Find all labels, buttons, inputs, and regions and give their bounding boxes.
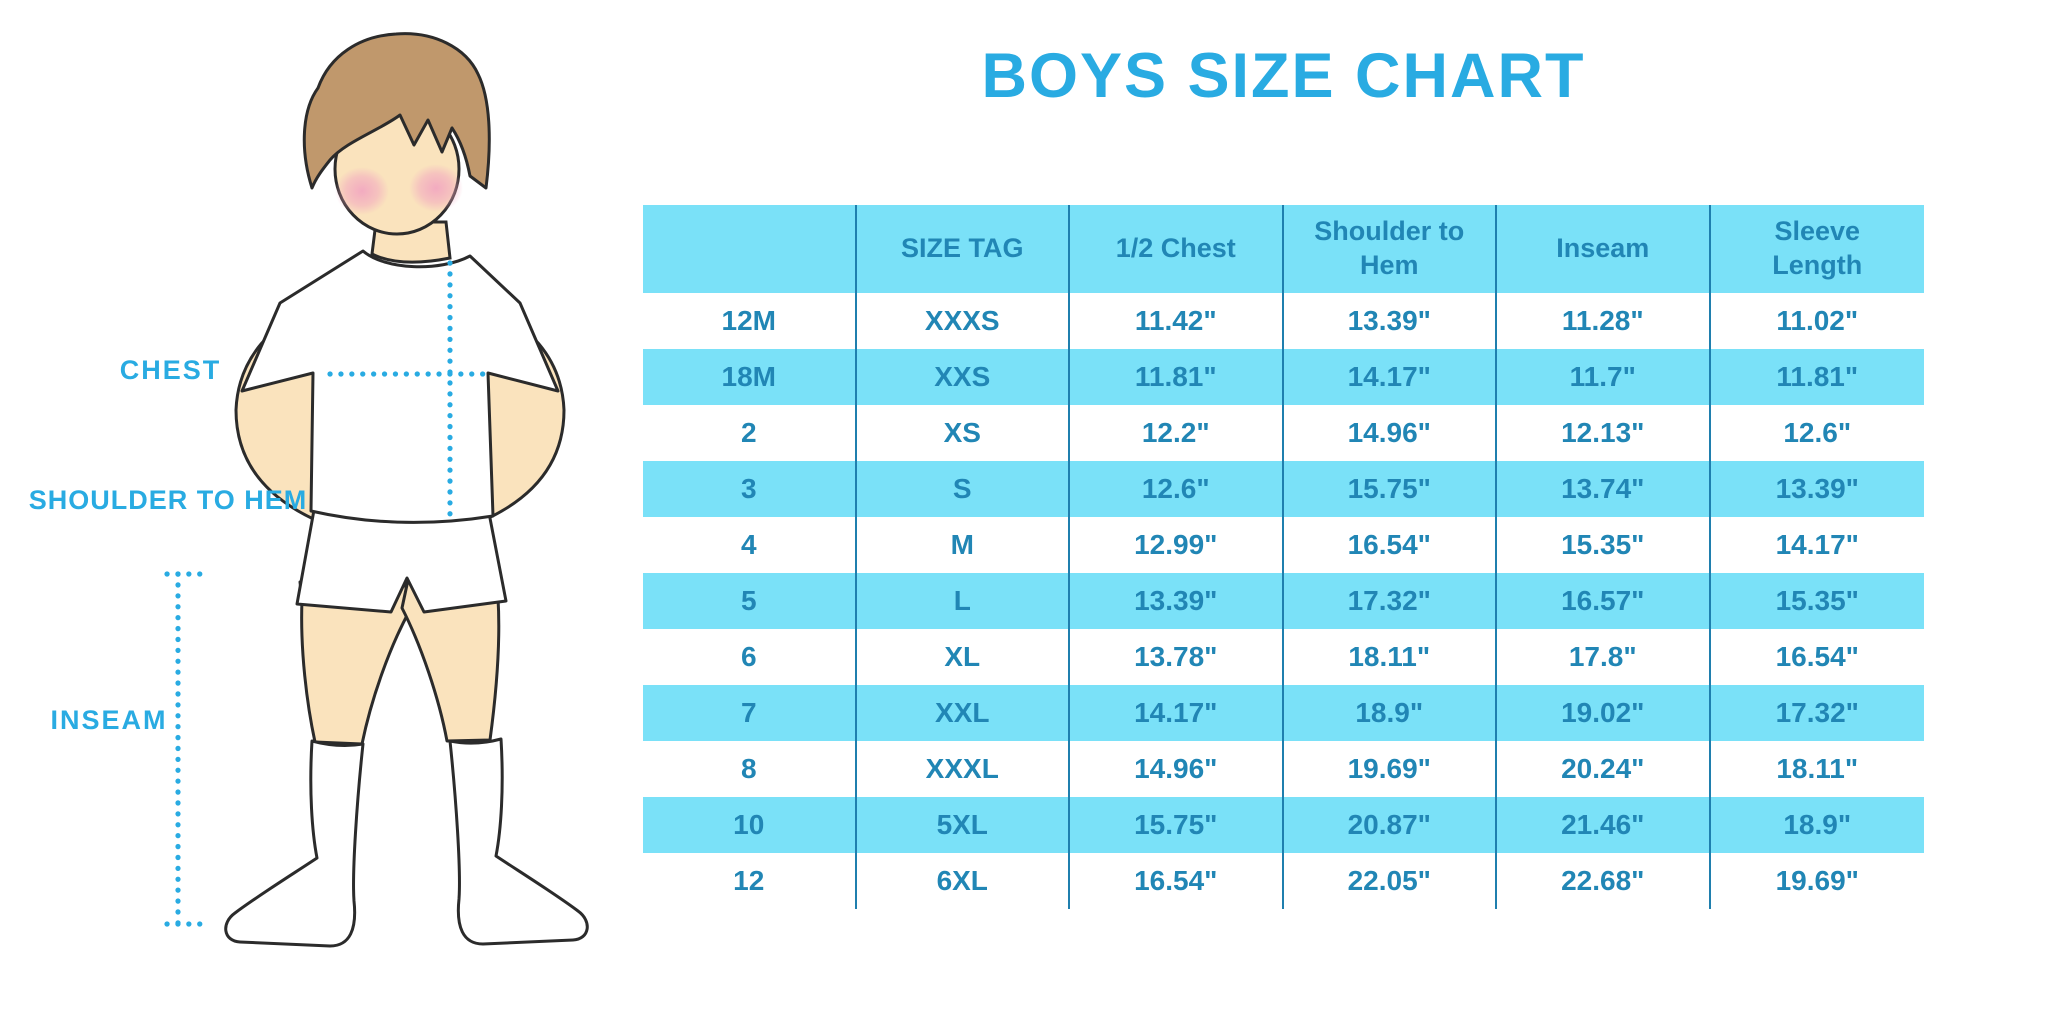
table-cell: 15.35" xyxy=(1775,585,1859,616)
shoulder-to-hem-label: SHOULDER TO HEM xyxy=(28,485,308,515)
table-cell: 22.05" xyxy=(1284,853,1497,909)
table-cell: L xyxy=(857,573,1070,629)
table-cell: 7 xyxy=(643,685,857,741)
table-cell: 6 xyxy=(643,629,857,685)
table-cell: 12 xyxy=(643,853,857,909)
boy-figure-illustration xyxy=(164,32,589,948)
table-cell: 17.32" xyxy=(1775,697,1859,728)
page-title: BOYS SIZE CHART xyxy=(981,41,1586,111)
table-row: 7 XXL 14.17" 18.9" 19.02" 17.32" xyxy=(643,685,1924,741)
table-cell: 11.42" xyxy=(1070,293,1284,349)
table-cell: 16.54" xyxy=(1775,641,1859,672)
table-cell: 11.81" xyxy=(1776,361,1859,392)
table-cell: 12.6" xyxy=(1783,417,1852,448)
table-row: 12 6XL 16.54" 22.05" 22.68" 19.69" xyxy=(643,853,1924,909)
table-cell: 20.87" xyxy=(1284,797,1497,853)
table-row: 3 S 12.6" 15.75" 13.74" 13.39" xyxy=(643,461,1924,517)
header-cell-shoulder-to-hem: Shoulder to Hem xyxy=(1284,205,1497,293)
table-cell: 13.39" xyxy=(1775,473,1859,504)
table-cell: 14.96" xyxy=(1284,405,1497,461)
blush-left-cheek xyxy=(335,167,389,215)
inseam-label: INSEAM xyxy=(50,705,168,735)
table-cell: 15.75" xyxy=(1070,797,1284,853)
table-cell: 16.54" xyxy=(1284,517,1497,573)
table-cell: 11.7" xyxy=(1497,349,1711,405)
table-cell: 14.17" xyxy=(1775,529,1859,560)
table-cell: 13.39" xyxy=(1070,573,1284,629)
table-cell: 4 xyxy=(643,517,857,573)
chest-label: CHEST xyxy=(119,355,222,385)
table-row: 4 M 12.99" 16.54" 15.35" 14.17" xyxy=(643,517,1924,573)
table-cell: 12.13" xyxy=(1497,405,1711,461)
table-cell: 19.69" xyxy=(1775,865,1859,896)
table-cell: 19.02" xyxy=(1497,685,1711,741)
table-body: 12M XXXS 11.42" 13.39" 11.28" 11.02" 18M XXS 11.… xyxy=(643,293,1924,909)
table-cell: 12M xyxy=(643,293,857,349)
table-row: 18M XXS 11.81" 14.17" 11.7" 11.81" xyxy=(643,349,1924,405)
table-cell: 15.75" xyxy=(1284,461,1497,517)
table-cell: XXXL xyxy=(857,741,1070,797)
table-cell: 14.17" xyxy=(1070,685,1284,741)
table-header-row: SIZE TAG 1/2 Chest Shoulder to Hem Insea… xyxy=(643,205,1924,293)
table-cell: XXL xyxy=(857,685,1070,741)
table-cell: 12.99" xyxy=(1070,517,1284,573)
table-row: 6 XL 13.78" 18.11" 17.8" 16.54" xyxy=(643,629,1924,685)
table-cell: 11.02" xyxy=(1776,305,1859,336)
table-row: 5 L 13.39" 17.32" 16.57" 15.35" xyxy=(643,573,1924,629)
table-cell: 18.9" xyxy=(1783,809,1852,840)
table-cell: 18.9" xyxy=(1284,685,1497,741)
header-cell-size xyxy=(643,205,857,293)
table-cell: 14.17" xyxy=(1284,349,1497,405)
table-cell: 13.78" xyxy=(1070,629,1284,685)
table-row: 10 5XL 15.75" 20.87" 21.46" 18.9" xyxy=(643,797,1924,853)
table-cell: M xyxy=(857,517,1070,573)
table-row: 12M XXXS 11.42" 13.39" 11.28" 11.02" xyxy=(643,293,1924,349)
table-cell: 3 xyxy=(643,461,857,517)
table-cell: 15.35" xyxy=(1497,517,1711,573)
table-cell: 6XL xyxy=(857,853,1070,909)
blush-right-cheek xyxy=(409,164,463,212)
table-cell: 18.11" xyxy=(1776,753,1859,784)
leg-right xyxy=(400,578,502,743)
table-cell: XL xyxy=(857,629,1070,685)
table-cell: 12.2" xyxy=(1070,405,1284,461)
table-cell: 19.69" xyxy=(1284,741,1497,797)
table-cell: 16.57" xyxy=(1497,573,1711,629)
size-table: SIZE TAG 1/2 Chest Shoulder to Hem Insea… xyxy=(643,205,1924,909)
table-cell: 22.68" xyxy=(1497,853,1711,909)
table-cell: 20.24" xyxy=(1497,741,1711,797)
header-cell-half-chest: 1/2 Chest xyxy=(1070,205,1284,293)
table-cell: 10 xyxy=(643,797,857,853)
table-cell: XXXS xyxy=(857,293,1070,349)
table-cell: 11.81" xyxy=(1070,349,1284,405)
table-cell: 13.74" xyxy=(1497,461,1711,517)
hair xyxy=(302,32,491,190)
table-cell: 17.32" xyxy=(1284,573,1497,629)
table-row: 2 XS 12.2" 14.96" 12.13" 12.6" xyxy=(643,405,1924,461)
table-cell: 5XL xyxy=(857,797,1070,853)
table-cell: 2 xyxy=(643,405,857,461)
table-cell: 17.8" xyxy=(1497,629,1711,685)
table-cell: 18.11" xyxy=(1284,629,1497,685)
table-cell: 8 xyxy=(643,741,857,797)
table-cell: 14.96" xyxy=(1070,741,1284,797)
tshirt xyxy=(240,249,560,524)
table-cell: 13.39" xyxy=(1284,293,1497,349)
table-cell: 18M xyxy=(643,349,857,405)
table-cell: 5 xyxy=(643,573,857,629)
sock-left xyxy=(224,739,365,948)
table-cell: 12.6" xyxy=(1070,461,1284,517)
header-cell-sleeve-length: Sleeve Length xyxy=(1772,216,1863,280)
table-cell: XS xyxy=(857,405,1070,461)
table-cell: 21.46" xyxy=(1497,797,1711,853)
header-cell-inseam: Inseam xyxy=(1497,205,1711,293)
table-cell: 11.28" xyxy=(1497,293,1711,349)
table-cell: 16.54" xyxy=(1070,853,1284,909)
header-cell-size-tag: SIZE TAG xyxy=(857,205,1070,293)
table-row: 8 XXXL 14.96" 19.69" 20.24" 18.11" xyxy=(643,741,1924,797)
sock-right xyxy=(448,737,589,946)
table-cell: S xyxy=(857,461,1070,517)
table-cell: XXS xyxy=(857,349,1070,405)
